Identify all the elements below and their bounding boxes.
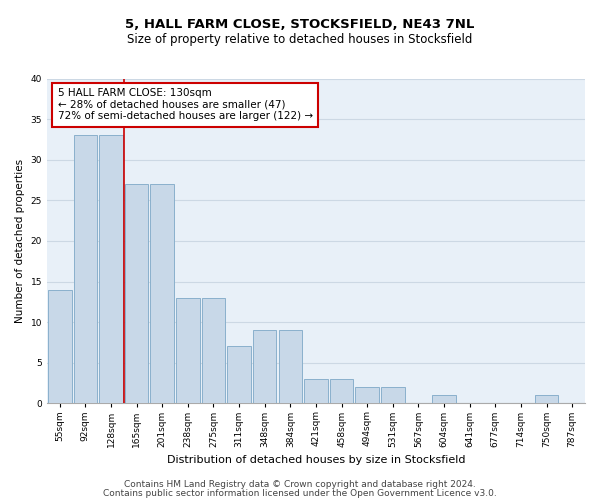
Y-axis label: Number of detached properties: Number of detached properties	[15, 159, 25, 323]
Bar	[535, 395, 559, 404]
Bar	[125, 184, 148, 404]
Bar	[355, 387, 379, 404]
Text: 5 HALL FARM CLOSE: 130sqm
← 28% of detached houses are smaller (47)
72% of semi-: 5 HALL FARM CLOSE: 130sqm ← 28% of detac…	[58, 88, 313, 122]
Bar	[253, 330, 277, 404]
Bar	[48, 290, 71, 404]
Bar	[278, 330, 302, 404]
Bar	[304, 379, 328, 404]
Bar	[381, 387, 404, 404]
Text: Contains HM Land Registry data © Crown copyright and database right 2024.: Contains HM Land Registry data © Crown c…	[124, 480, 476, 489]
Bar	[227, 346, 251, 404]
X-axis label: Distribution of detached houses by size in Stocksfield: Distribution of detached houses by size …	[167, 455, 465, 465]
Text: 5, HALL FARM CLOSE, STOCKSFIELD, NE43 7NL: 5, HALL FARM CLOSE, STOCKSFIELD, NE43 7N…	[125, 18, 475, 30]
Text: Size of property relative to detached houses in Stocksfield: Size of property relative to detached ho…	[127, 32, 473, 46]
Bar	[202, 298, 225, 404]
Bar	[432, 395, 456, 404]
Bar	[99, 136, 123, 404]
Bar	[330, 379, 353, 404]
Bar	[74, 136, 97, 404]
Bar	[151, 184, 174, 404]
Text: Contains public sector information licensed under the Open Government Licence v3: Contains public sector information licen…	[103, 488, 497, 498]
Bar	[176, 298, 200, 404]
